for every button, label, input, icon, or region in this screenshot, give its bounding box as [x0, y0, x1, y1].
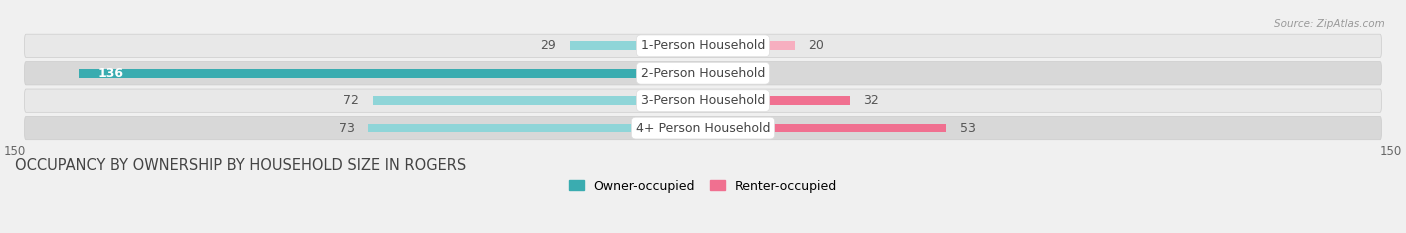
Bar [373, 96, 703, 105]
FancyBboxPatch shape [24, 116, 1382, 140]
Bar [703, 96, 849, 105]
Text: OCCUPANCY BY OWNERSHIP BY HOUSEHOLD SIZE IN ROGERS: OCCUPANCY BY OWNERSHIP BY HOUSEHOLD SIZE… [15, 158, 467, 173]
Text: 3-Person Household: 3-Person Household [641, 94, 765, 107]
Bar [569, 41, 703, 50]
Legend: Owner-occupied, Renter-occupied: Owner-occupied, Renter-occupied [568, 180, 838, 192]
Text: 0: 0 [717, 67, 724, 80]
Text: 2-Person Household: 2-Person Household [641, 67, 765, 80]
FancyBboxPatch shape [24, 89, 1382, 112]
Text: 20: 20 [808, 39, 824, 52]
Text: 72: 72 [343, 94, 359, 107]
Text: 29: 29 [540, 39, 557, 52]
FancyBboxPatch shape [24, 34, 1382, 58]
Bar [368, 124, 703, 133]
Text: 53: 53 [960, 122, 976, 135]
Text: 73: 73 [339, 122, 354, 135]
Text: 32: 32 [863, 94, 879, 107]
Bar [703, 41, 794, 50]
FancyBboxPatch shape [24, 62, 1382, 85]
Text: 4+ Person Household: 4+ Person Household [636, 122, 770, 135]
Text: 136: 136 [98, 67, 124, 80]
Bar [703, 124, 946, 133]
Text: 1-Person Household: 1-Person Household [641, 39, 765, 52]
Text: Source: ZipAtlas.com: Source: ZipAtlas.com [1274, 19, 1385, 29]
Bar [80, 69, 703, 78]
